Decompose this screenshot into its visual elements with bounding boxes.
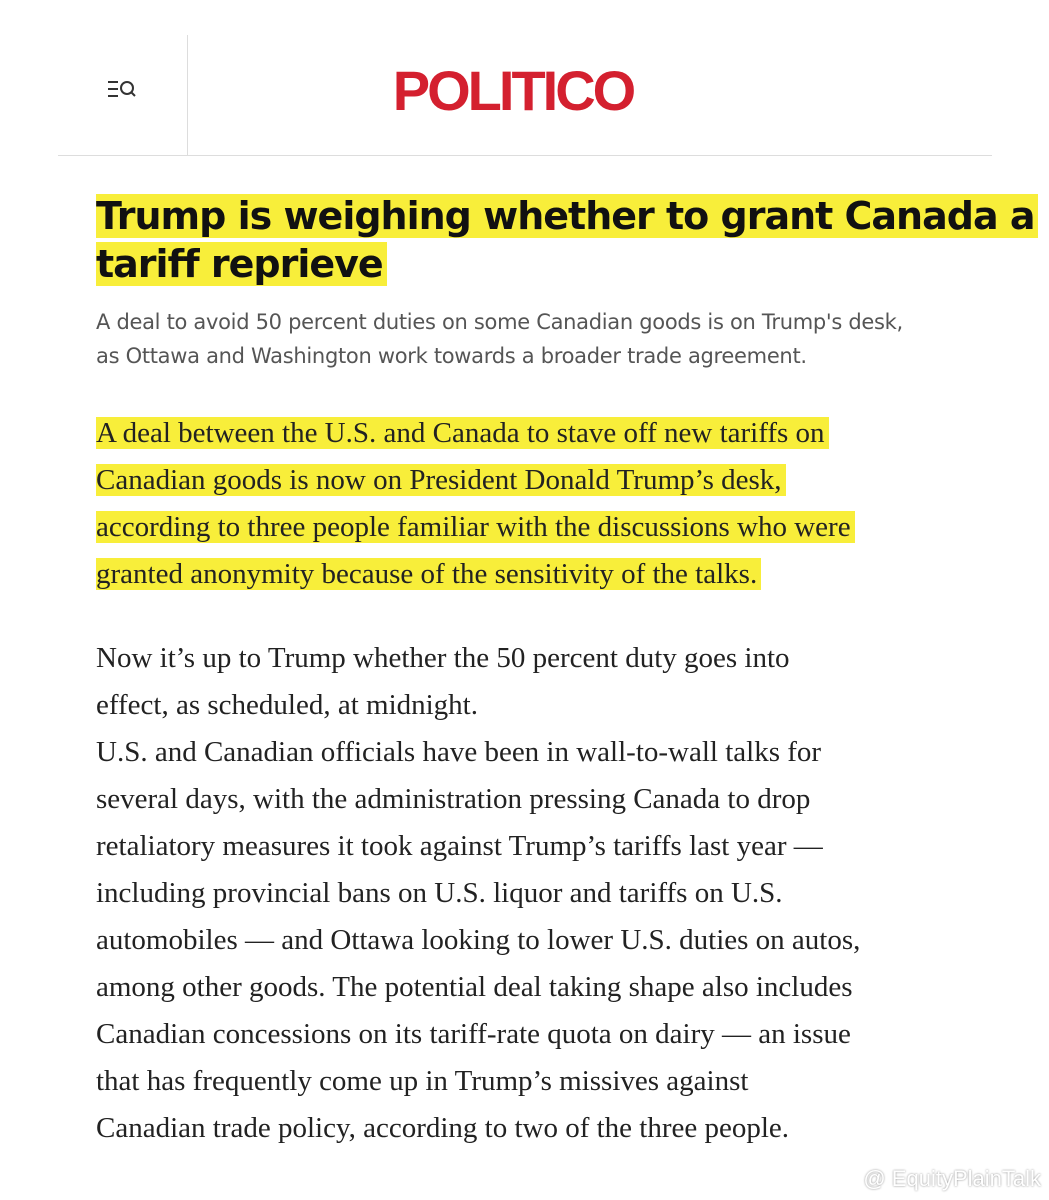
paragraph-line: effect, as scheduled, at midnight. — [96, 689, 478, 721]
paragraph-line: granted anonymity because of the sensiti… — [96, 551, 860, 598]
divider — [58, 155, 992, 156]
highlighted-text: according to three people familiar with … — [96, 511, 855, 543]
headline-text: Trump is weighing whether to grant Canad… — [96, 194, 1039, 238]
paragraph-line: that has frequently come up in Trump’s m… — [96, 1065, 749, 1097]
highlighted-text: Canadian goods is now on President Donal… — [96, 464, 786, 496]
paragraph-line: several days, with the administration pr… — [96, 783, 811, 815]
paragraph: U.S. and Canadian officials have been in… — [96, 729, 860, 1152]
headline-text: tariff reprieve — [96, 242, 387, 286]
watermark: @ EquityPlainTalk — [863, 1166, 1041, 1191]
headline-line: tariff reprieve — [96, 240, 1038, 288]
logo[interactable]: POLITICO — [392, 59, 636, 122]
paragraph-line: A deal between the U.S. and Canada to st… — [96, 410, 860, 457]
paragraph: Now it’s up to Trump whether the 50 perc… — [96, 635, 860, 729]
paragraph-line: U.S. and Canadian officials have been in… — [96, 736, 822, 768]
paragraph-line: according to three people familiar with … — [96, 504, 860, 551]
subhead-line: as Ottawa and Washington work towards a … — [96, 344, 807, 368]
menu-search-button[interactable] — [106, 78, 138, 100]
subhead: A deal to avoid 50 percent duties on som… — [96, 305, 903, 373]
divider — [187, 35, 188, 155]
paragraph-line: Canadian trade policy, according to two … — [96, 1112, 790, 1144]
highlighted-text: A deal between the U.S. and Canada to st… — [96, 417, 829, 449]
article-body: A deal between the U.S. and Canada to st… — [96, 410, 860, 1152]
paragraph-line: Canadian concessions on its tariff-rate … — [96, 1018, 851, 1050]
paragraph-line: automobiles — and Ottawa looking to lowe… — [96, 924, 861, 956]
paragraph-line: among other goods. The potential deal ta… — [96, 971, 853, 1003]
headline: Trump is weighing whether to grant Canad… — [96, 192, 1039, 288]
paragraph-line: including provincial bans on U.S. liquor… — [96, 877, 783, 909]
paragraph-line: Now it’s up to Trump whether the 50 perc… — [96, 642, 790, 674]
paragraph: A deal between the U.S. and Canada to st… — [96, 410, 860, 598]
subhead-line: A deal to avoid 50 percent duties on som… — [96, 310, 903, 334]
paragraph-line: retaliatory measures it took against Tru… — [96, 830, 823, 862]
headline-line: Trump is weighing whether to grant Canad… — [96, 192, 1039, 240]
highlighted-text: granted anonymity because of the sensiti… — [96, 558, 762, 590]
paragraph-line: Canadian goods is now on President Donal… — [96, 457, 860, 504]
